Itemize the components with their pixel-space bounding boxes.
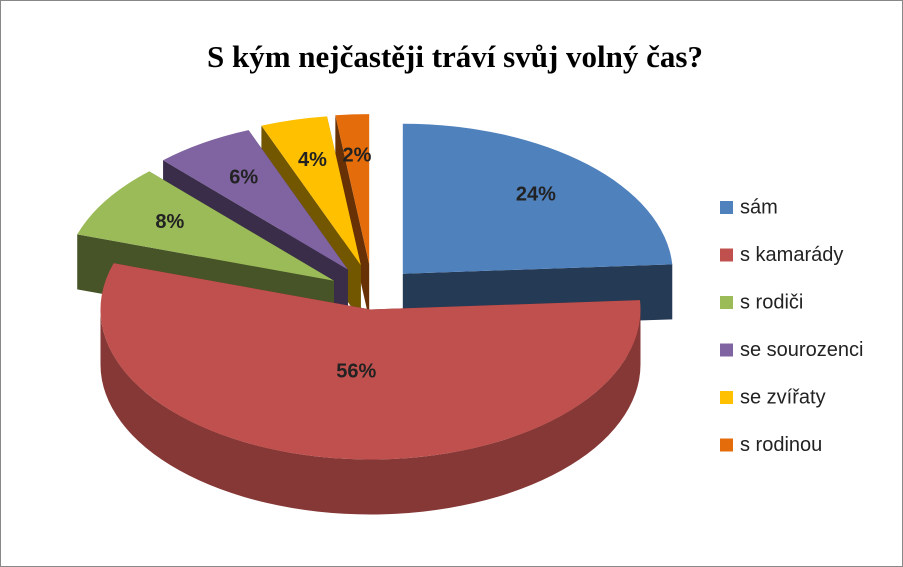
- data-label: 4%: [298, 149, 327, 171]
- legend-label: s rodiči: [740, 291, 803, 313]
- slice-top: [100, 263, 641, 460]
- slice-side: [100, 309, 641, 515]
- legend-swatch: [720, 343, 733, 357]
- data-label: 8%: [155, 211, 184, 233]
- slice-top: [77, 171, 335, 281]
- legend-label: s kamarády: [740, 244, 843, 266]
- data-label: 24%: [516, 183, 556, 205]
- legend-label: s rodinou: [740, 434, 822, 456]
- slice-top: [261, 116, 361, 266]
- data-label: 56%: [336, 360, 376, 382]
- legend-label: sám: [740, 196, 778, 218]
- legend-swatch: [720, 201, 733, 214]
- legend-swatch: [720, 296, 733, 309]
- legend-label: se zvířaty: [740, 386, 826, 408]
- slice: [100, 263, 641, 515]
- slice-top: [402, 123, 673, 274]
- legend-swatch: [720, 438, 733, 452]
- slice-top: [163, 130, 348, 270]
- chart-title: S kým nejčastěji tráví svůj volný čas?: [207, 39, 703, 74]
- data-label: 2%: [343, 145, 372, 167]
- legend-swatch: [720, 391, 733, 404]
- data-label: 6%: [229, 167, 258, 189]
- slice-top: [335, 114, 370, 265]
- legend-label: se sourozenci: [740, 339, 863, 361]
- legend-swatch: [720, 248, 733, 262]
